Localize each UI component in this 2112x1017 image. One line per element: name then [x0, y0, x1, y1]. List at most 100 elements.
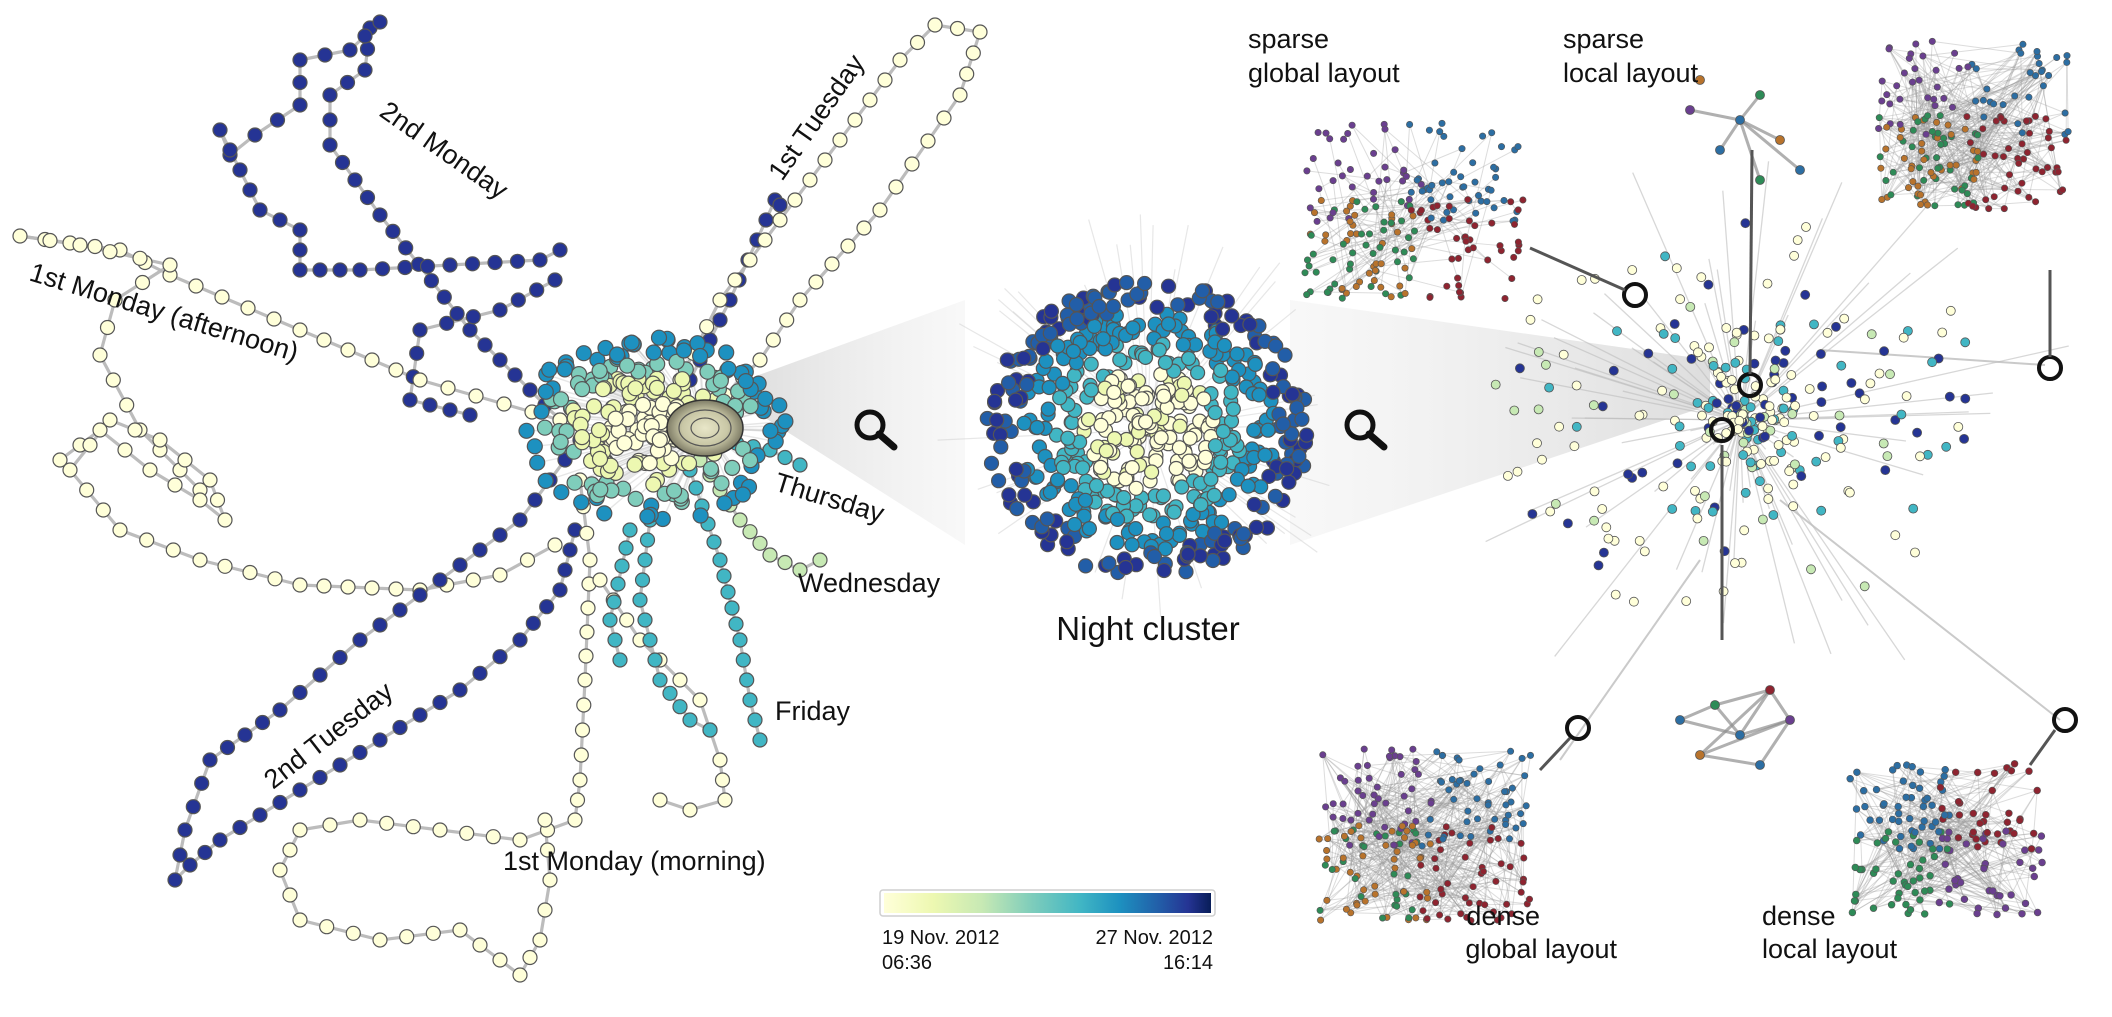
edge: [1920, 771, 2038, 791]
edge: [2000, 117, 2064, 191]
dense-global-node: [1467, 832, 1475, 840]
dense-local-node: [1896, 832, 1905, 841]
hub-node: [537, 472, 554, 489]
dense-local-top-node: [2063, 52, 2071, 60]
edge: [1372, 211, 1518, 254]
dense-global-node: [1503, 900, 1511, 908]
route-teal-extra: [607, 632, 623, 648]
edge: [1412, 748, 1460, 782]
dense-local-node: [1906, 860, 1915, 869]
lens-pointers: [1529, 149, 2057, 772]
edge: [1954, 95, 2016, 190]
night-cluster-node: [1143, 464, 1160, 480]
lens-dense-global[interactable]: [1565, 715, 1591, 741]
overview-node: [1669, 319, 1680, 329]
edge: [1378, 798, 1524, 859]
hub-node: [665, 382, 682, 400]
route-1st-monday-morning: [537, 902, 553, 918]
edge: [1860, 763, 2015, 836]
route-2nd-monday: [312, 262, 328, 278]
sparse-global-node: [1377, 260, 1385, 268]
hub-node: [691, 347, 709, 365]
dense-global-node: [1397, 770, 1405, 778]
route-wednesday: [752, 535, 768, 551]
edge: [1356, 768, 1481, 906]
edge: [1332, 803, 1502, 919]
edge: [1939, 763, 2015, 850]
lens-dense-local[interactable]: [2052, 707, 2078, 733]
route-1st-monday-morning: [292, 822, 308, 838]
lens-dense-local-top[interactable]: [2037, 355, 2063, 381]
edge: [1935, 118, 2047, 180]
edge: [1452, 773, 1475, 781]
route-2nd-tuesday: [372, 732, 388, 748]
dense-global-node: [1494, 916, 1502, 924]
route-2nd-tuesday: [232, 819, 248, 836]
dense-local-node: [1926, 871, 1934, 880]
edge: [1408, 842, 1471, 919]
lens-center[interactable]: [1709, 417, 1735, 443]
night-cluster-node: [1134, 391, 1150, 407]
route-2nd-monday: [242, 182, 258, 198]
sparse-global-node: [1445, 178, 1453, 186]
dense-global-node: [1517, 839, 1525, 847]
route-1st-tuesday: [765, 332, 781, 348]
sparse-local-node: [1755, 90, 1765, 100]
edge: [1451, 824, 1506, 834]
hub-node: [741, 452, 759, 469]
dense-global-node: [1431, 855, 1439, 863]
dense-global-node: [1379, 914, 1387, 922]
edge: [1938, 814, 1986, 833]
edge: [1714, 688, 1771, 707]
edge: [1930, 134, 1952, 173]
magnifier-icon[interactable]: [1344, 409, 1388, 451]
dense-global-node: [1339, 814, 1347, 822]
overview-node: [1769, 363, 1780, 374]
night-cluster-node: [1193, 497, 1209, 513]
sparse-global-node: [1338, 294, 1346, 302]
edge: [1411, 788, 1437, 869]
route-afternoon-loop: [102, 412, 118, 428]
edge: [1883, 803, 1907, 905]
hub-node: [533, 403, 550, 420]
edge: [1377, 786, 1506, 826]
dense-local-top-node: [1908, 143, 1916, 151]
dense-global-node: [1408, 906, 1416, 914]
night-cluster-node: [983, 455, 1000, 471]
overview-node: [1796, 471, 1807, 482]
dense-local-top-node: [1909, 126, 1917, 134]
dense-global-node: [1360, 886, 1368, 894]
dense-global-line2: global layout: [1465, 934, 1617, 964]
edge: [1949, 835, 2042, 852]
dense-local-top-node: [1958, 186, 1966, 194]
edge: [1349, 780, 1460, 846]
edge: [1952, 75, 2036, 108]
dense-local-top-node: [1999, 101, 2007, 109]
dense-global-node: [1436, 911, 1444, 919]
edge: [1924, 177, 1972, 203]
night-cluster-node: [1156, 388, 1172, 404]
route-2nd-monday: [342, 42, 358, 58]
edge: [1574, 367, 1741, 421]
edge: [1554, 419, 1741, 657]
edge: [1912, 82, 1916, 118]
night-cluster-node: [1086, 318, 1103, 334]
edge: [1899, 68, 1977, 138]
dense-global-node: [1360, 745, 1368, 753]
edge: [1363, 755, 1396, 890]
night-cluster-node: [1174, 479, 1190, 495]
dense-global-node: [1448, 775, 1456, 783]
dense-local-top-node: [1982, 196, 1990, 204]
lens-sparse-global[interactable]: [1622, 282, 1648, 308]
edge: [1977, 63, 2040, 152]
edge: [1415, 842, 1512, 915]
magnifier-icon[interactable]: [854, 409, 898, 451]
route-1st-monday-afternoon: [340, 342, 356, 358]
night-cluster-node: [1155, 488, 1172, 504]
sparse-global-node: [1508, 274, 1516, 282]
night-cluster-node: [1166, 504, 1182, 520]
route-2nd-monday: [492, 352, 508, 368]
edge: [1852, 832, 1916, 913]
overview-node: [1669, 389, 1679, 400]
dense-local-node: [1954, 833, 1963, 842]
